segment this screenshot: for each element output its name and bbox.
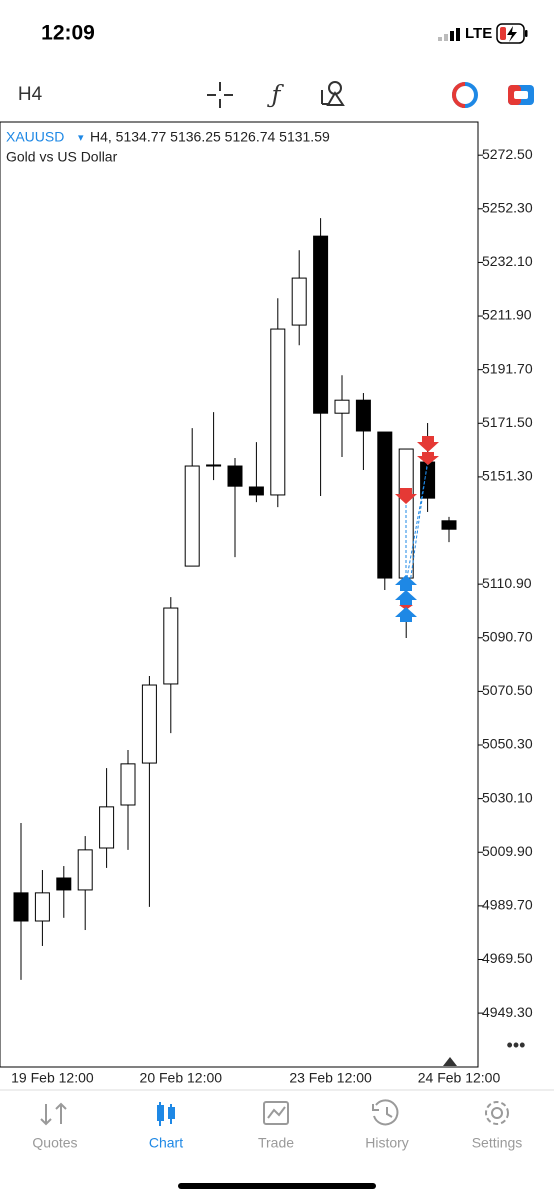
candle-body (377, 431, 393, 579)
status-time: 12:09 (41, 22, 95, 45)
candle-body (248, 486, 264, 496)
y-tick-label: 5030.10 (482, 789, 533, 805)
candle-body (13, 892, 29, 922)
y-tick-label: 5050.30 (482, 736, 533, 752)
shift-marker[interactable] (443, 1057, 457, 1066)
signal-icon (438, 28, 460, 41)
tab-label[interactable]: Quotes (32, 1135, 77, 1151)
candle-body (34, 892, 50, 922)
x-tick-label: 24 Feb 12:00 (418, 1070, 501, 1086)
candle-body (141, 684, 157, 764)
y-tick-label: 5070.50 (482, 682, 533, 698)
y-tick-label: 5171.50 (482, 414, 533, 430)
tab-label[interactable]: Settings (472, 1135, 523, 1151)
candle-body (163, 607, 179, 685)
chart-frame (0, 121, 479, 1068)
candle-body (270, 328, 286, 496)
y-tick-label: 5110.90 (482, 575, 532, 591)
x-tick-label: 20 Feb 12:00 (140, 1070, 223, 1086)
symbol-label[interactable]: XAUUSD (6, 129, 64, 145)
candle-body (206, 464, 222, 467)
y-tick-label: 4949.30 (482, 1004, 533, 1020)
candle-body (184, 465, 200, 567)
tabs: Quotes Chart Trade History Settings (32, 1135, 522, 1151)
candle-body (441, 520, 457, 530)
tab-label[interactable]: Chart (149, 1135, 183, 1151)
candle-body (77, 849, 93, 891)
y-tick-label: 5232.10 (482, 253, 533, 269)
crosshair-button[interactable] (207, 82, 233, 108)
y-tick-label: 5272.50 (482, 146, 533, 162)
y-tick-label: 5151.30 (482, 468, 533, 484)
chart-layer: 5272.50 5252.30 5232.10 5211.90 5191.70 5171.… (11, 146, 533, 1086)
y-tick-label: 5211.90 (482, 307, 532, 323)
tab-label[interactable]: Trade (258, 1135, 294, 1151)
timeframe-button[interactable]: H4 (18, 84, 43, 105)
candle-body (120, 763, 136, 806)
y-tick-label: 5090.70 (482, 628, 533, 644)
one-click-button[interactable] (508, 85, 534, 105)
candle-body (313, 235, 329, 414)
home-indicator (178, 1183, 376, 1189)
symbol-menu[interactable]: ▾ (78, 132, 84, 144)
symbol-description: Gold vs US Dollar (6, 149, 118, 165)
objects-button[interactable] (321, 81, 345, 106)
y-tick-label: 4969.50 (482, 950, 533, 966)
candle-body (99, 806, 115, 849)
candle-body (398, 448, 414, 579)
candle-body (291, 277, 307, 326)
candle-body (334, 399, 350, 414)
tab-icons (40, 1099, 509, 1126)
candle-body (355, 399, 371, 432)
candle-body (227, 465, 243, 487)
indicators-button[interactable]: ƒ (267, 81, 285, 109)
network-label: LTE (465, 25, 492, 42)
x-tick-label: 19 Feb 12:00 (11, 1070, 94, 1086)
quote-line: H4, 5134.77 5136.25 5126.74 5131.59 (90, 129, 330, 145)
y-tick-label: 5009.90 (482, 843, 533, 859)
candle-body (56, 877, 72, 891)
x-tick-label: 23 Feb 12:00 (289, 1070, 372, 1086)
y-tick-label: 5252.30 (482, 200, 533, 216)
y-tick-label: 4989.70 (482, 897, 533, 913)
battery-icon (496, 23, 528, 44)
more-button[interactable]: ••• (507, 1035, 526, 1055)
y-tick-label: 5191.70 (482, 360, 533, 376)
tab-label[interactable]: History (365, 1135, 409, 1151)
trade-signal-button[interactable] (452, 82, 478, 108)
trade-markers (395, 436, 439, 622)
